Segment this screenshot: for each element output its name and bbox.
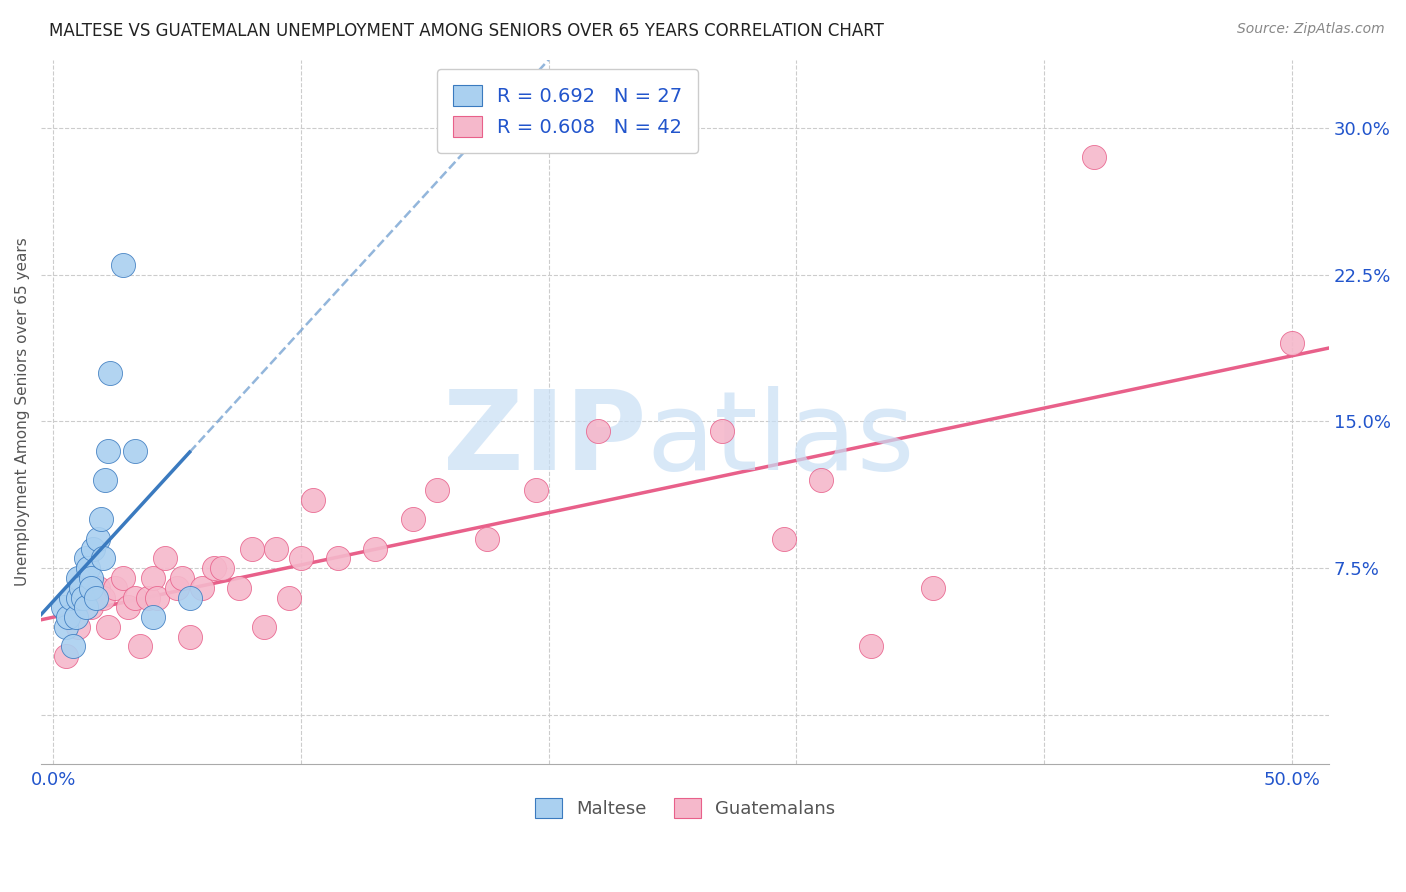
Point — [711, 424, 734, 438]
Point — [253, 620, 276, 634]
Point — [117, 600, 139, 615]
Point — [475, 532, 498, 546]
Point — [94, 473, 117, 487]
Point — [921, 581, 943, 595]
Point — [91, 551, 114, 566]
Point — [97, 620, 120, 634]
Point — [55, 649, 77, 664]
Point — [179, 630, 201, 644]
Point — [75, 600, 97, 615]
Point — [773, 532, 796, 546]
Point — [69, 581, 91, 595]
Point — [59, 591, 82, 605]
Point — [179, 591, 201, 605]
Point — [136, 591, 159, 605]
Point — [810, 473, 832, 487]
Point — [79, 571, 101, 585]
Point — [401, 512, 423, 526]
Point — [79, 581, 101, 595]
Point — [111, 258, 134, 272]
Point — [328, 551, 350, 566]
Point — [166, 581, 188, 595]
Point — [211, 561, 233, 575]
Point — [91, 591, 114, 605]
Point — [84, 591, 107, 605]
Point — [524, 483, 547, 497]
Point — [141, 571, 163, 585]
Point — [859, 640, 882, 654]
Point — [204, 561, 226, 575]
Point — [277, 591, 299, 605]
Point — [58, 610, 80, 624]
Point — [172, 571, 194, 585]
Point — [588, 424, 610, 438]
Point — [124, 591, 146, 605]
Point — [111, 571, 134, 585]
Text: MALTESE VS GUATEMALAN UNEMPLOYMENT AMONG SENIORS OVER 65 YEARS CORRELATION CHART: MALTESE VS GUATEMALAN UNEMPLOYMENT AMONG… — [49, 22, 884, 40]
Point — [97, 443, 120, 458]
Point — [1281, 336, 1303, 351]
Point — [62, 640, 84, 654]
Point — [67, 571, 90, 585]
Point — [266, 541, 288, 556]
Point — [104, 581, 127, 595]
Point — [72, 591, 94, 605]
Point — [87, 581, 110, 595]
Point — [290, 551, 312, 566]
Point — [228, 581, 250, 595]
Point — [124, 443, 146, 458]
Point — [67, 620, 90, 634]
Point — [129, 640, 152, 654]
Point — [55, 620, 77, 634]
Point — [141, 610, 163, 624]
Text: Source: ZipAtlas.com: Source: ZipAtlas.com — [1237, 22, 1385, 37]
Text: ZIP: ZIP — [443, 386, 647, 493]
Point — [1083, 150, 1105, 164]
Point — [146, 591, 169, 605]
Point — [65, 610, 87, 624]
Y-axis label: Unemployment Among Seniors over 65 years: Unemployment Among Seniors over 65 years — [15, 237, 30, 586]
Point — [75, 551, 97, 566]
Point — [240, 541, 263, 556]
Point — [87, 532, 110, 546]
Point — [100, 366, 122, 380]
Point — [52, 600, 75, 615]
Point — [90, 512, 112, 526]
Point — [77, 561, 100, 575]
Point — [426, 483, 449, 497]
Text: atlas: atlas — [647, 386, 915, 493]
Point — [191, 581, 214, 595]
Point — [82, 541, 104, 556]
Point — [153, 551, 176, 566]
Point — [364, 541, 387, 556]
Point — [79, 600, 101, 615]
Legend: Maltese, Guatemalans: Maltese, Guatemalans — [527, 791, 842, 825]
Point — [67, 591, 90, 605]
Point — [302, 492, 325, 507]
